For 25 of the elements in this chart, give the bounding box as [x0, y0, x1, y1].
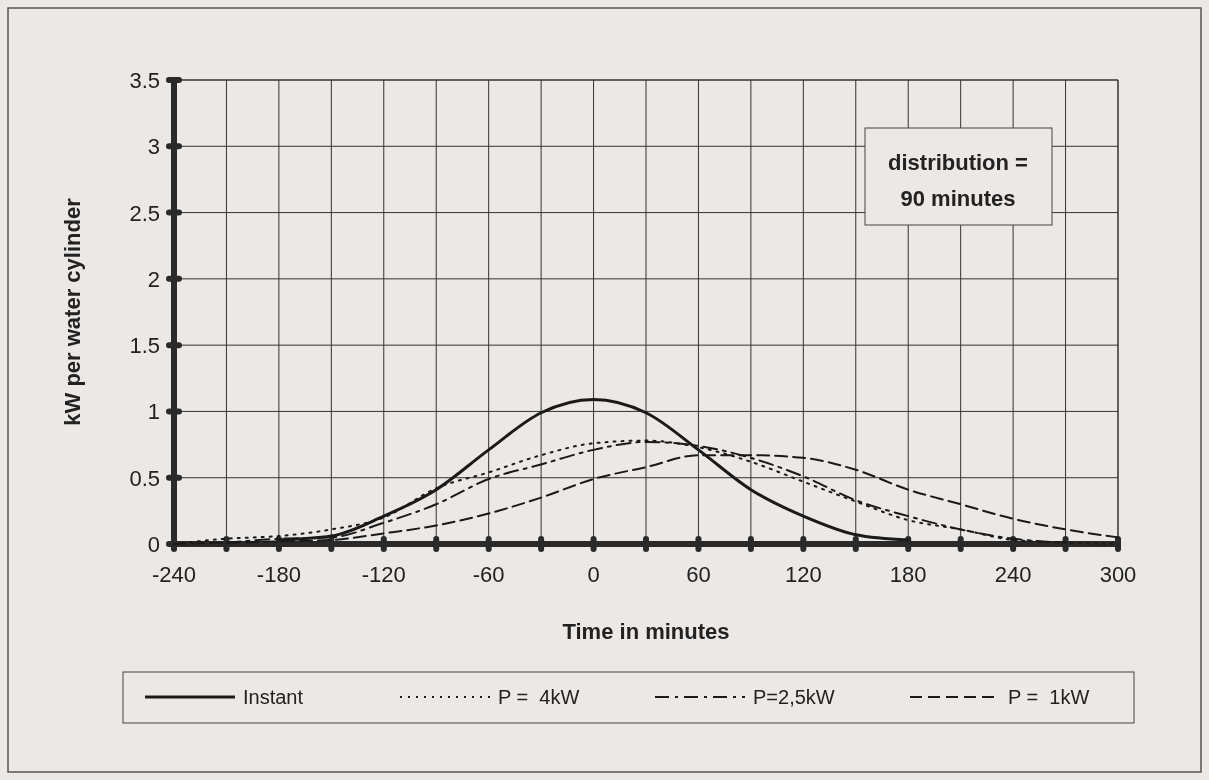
y-tick-label: 3.5	[129, 68, 160, 93]
x-tick-label: 180	[889, 562, 927, 587]
y-axis-title: kW per water cylinder	[60, 197, 85, 426]
x-tick-label: -60	[472, 562, 505, 587]
x-tick-label: -180	[256, 562, 301, 587]
y-tick-label: 2	[147, 266, 160, 292]
annotation: distribution = 90 minutes	[888, 150, 1028, 211]
legend-label: P = 4kW	[498, 686, 580, 708]
y-tick-label: 0.5	[129, 465, 160, 491]
x-axis-title: Time in minutes	[562, 619, 730, 644]
y-tick-label: 2.5	[129, 200, 160, 226]
x-tick-label: 0	[587, 562, 600, 587]
y-tick-label: 1	[147, 399, 160, 425]
x-tick-label: -240	[151, 562, 197, 587]
x-tick-label: 300	[1099, 562, 1137, 587]
legend-label: P = 1kW	[1008, 686, 1090, 708]
y-tick-label: 0	[147, 532, 160, 557]
x-tick-label: 60	[686, 562, 711, 587]
legend-label: P=2,5kW	[753, 686, 835, 708]
x-tick-label: 120	[784, 562, 822, 587]
y-tick-label: 3	[147, 134, 160, 160]
y-tick-label: 1.5	[129, 333, 160, 359]
x-tick-label: 240	[994, 562, 1032, 587]
x-tick-label: -120	[361, 562, 406, 587]
legend-label: Instant	[243, 686, 304, 708]
